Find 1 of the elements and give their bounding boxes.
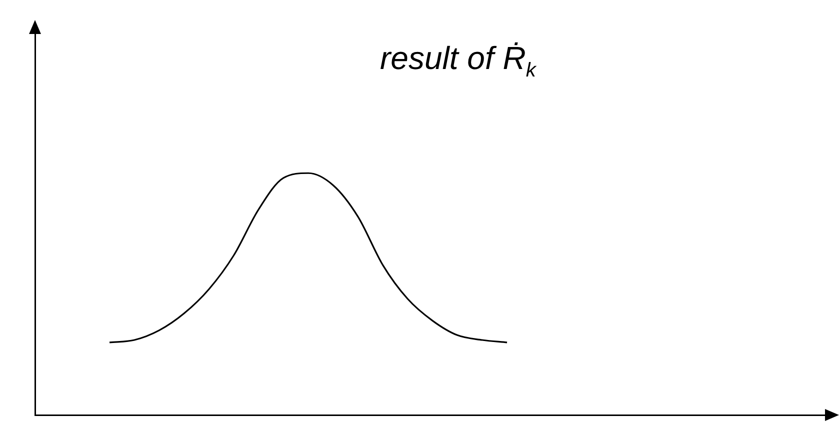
chart-title: result of Ṙ$_{k}$: [380, 40, 536, 82]
